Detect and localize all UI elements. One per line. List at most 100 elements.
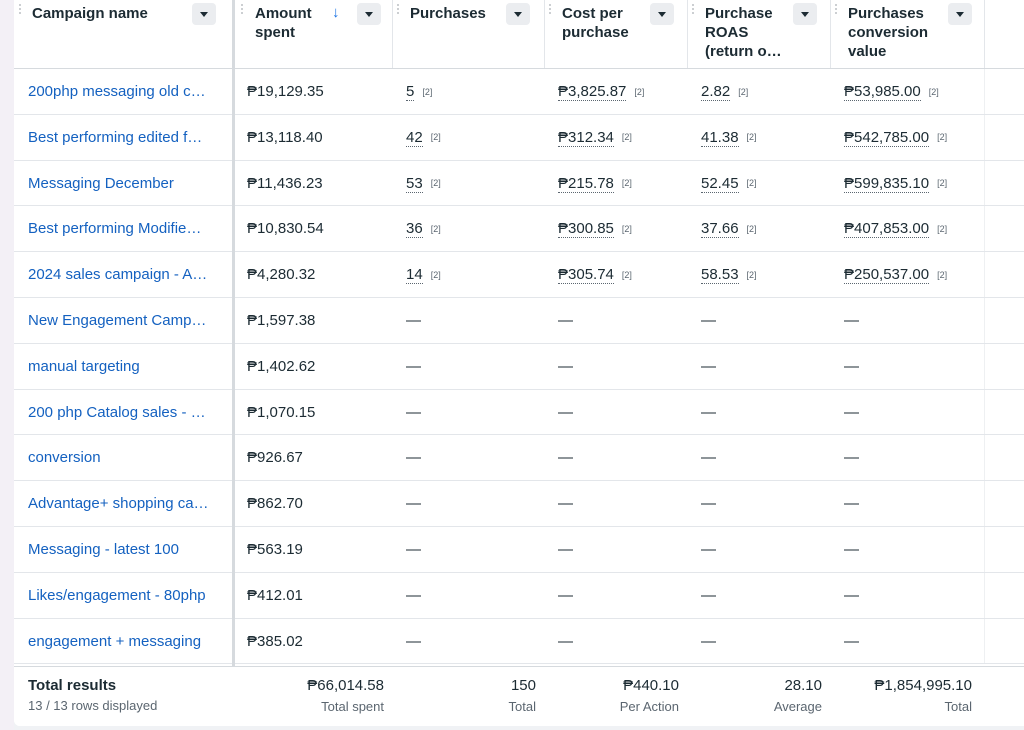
cost-per-purchase-cell-value[interactable]: ₱300.85 [558, 220, 614, 239]
purchases-cell: 14 [2] [392, 252, 544, 297]
campaign-link[interactable]: engagement + messaging [28, 632, 202, 650]
chevron-down-icon[interactable] [793, 3, 817, 25]
conversion-value-cell-value[interactable]: ₱250,537.00 [844, 266, 930, 285]
drag-handle-icon[interactable] [396, 4, 400, 18]
footnote-marker[interactable]: [2] [621, 178, 632, 189]
amount-spent-cell: ₱1,070.15 [247, 403, 316, 421]
campaign-name-cell: engagement + messaging [14, 619, 234, 664]
campaign-name-cell: Advantage+ shopping ca… [14, 481, 234, 526]
cost-per-purchase-cell-value[interactable]: ₱305.74 [558, 266, 614, 285]
footnote-marker[interactable]: [2] [746, 223, 757, 234]
chevron-down-icon[interactable] [650, 3, 674, 25]
footnote-marker[interactable]: [2] [430, 269, 441, 280]
footnote-marker[interactable]: [2] [937, 132, 948, 143]
chevron-down-icon[interactable] [192, 3, 216, 25]
purchase-roas-cell-value[interactable]: 37.66 [701, 220, 739, 239]
table-row[interactable]: New Engagement Camp… ₱1,597.38 — — — — [14, 298, 1024, 344]
drag-handle-icon[interactable] [240, 4, 244, 18]
table-row[interactable]: Messaging - latest 100 ₱563.19 — — — — [14, 527, 1024, 573]
total-cost-per-purchase: ₱440.10 Per Action [619, 677, 679, 714]
table-row[interactable]: 2024 sales campaign - A… ₱4,280.32 14 [2] ₱3… [14, 252, 1024, 298]
footnote-marker[interactable]: [2] [430, 132, 441, 143]
col-header-cost-per-purchase[interactable]: Cost per purchase [544, 0, 687, 68]
cost-per-purchase-cell-value[interactable]: ₱3,825.87 [558, 83, 627, 101]
campaign-link[interactable]: conversion [28, 449, 101, 467]
col-header-amount-spent[interactable]: Amount spent ↓ [236, 0, 392, 68]
conversion-value-cell: — [844, 312, 859, 329]
purchases-cell: — [406, 541, 421, 558]
conversion-value-cell-value[interactable]: ₱542,785.00 [844, 128, 930, 147]
purchases-cell-value[interactable]: 36 [406, 220, 423, 239]
campaign-link[interactable]: Messaging December [28, 174, 174, 192]
chevron-down-icon[interactable] [948, 3, 972, 25]
table-row[interactable]: conversion ₱926.67 — — — — [14, 435, 1024, 482]
drag-handle-icon[interactable] [18, 4, 22, 18]
table-row[interactable]: Advantage+ shopping ca… ₱862.70 — — — — [14, 481, 1024, 527]
table-row[interactable]: 200 php Catalog sales - … ₱1,070.15 — — — — [14, 389, 1024, 436]
amount-spent-cell: ₱412.01 [247, 586, 303, 604]
campaign-link[interactable]: Likes/engagement - 80php [28, 586, 206, 604]
purchase-roas-cell: 41.38 [2] [687, 115, 830, 160]
footnote-marker[interactable]: [2] [422, 86, 433, 97]
footnote-marker[interactable]: [2] [430, 178, 441, 189]
campaign-link[interactable]: New Engagement Camp… [28, 312, 207, 329]
purchase-roas-cell-value[interactable]: 2.82 [701, 83, 731, 101]
table-row[interactable]: manual targeting ₱1,402.62 — — — — [14, 343, 1024, 390]
chevron-down-icon[interactable] [506, 3, 530, 25]
campaign-name-cell: Messaging - latest 100 [14, 527, 234, 572]
table-row[interactable]: Best performing Modifie… ₱10,830.54 36 [2] ₱… [14, 206, 1024, 253]
footnote-marker[interactable]: [2] [430, 223, 441, 234]
col-header-purchases-conversion-value[interactable]: Purchases conversion value [830, 0, 980, 68]
table-row[interactable]: engagement + messaging ₱385.02 — — — — [14, 618, 1024, 665]
footnote-marker[interactable]: [2] [937, 178, 948, 189]
conversion-value-cell-value[interactable]: ₱407,853.00 [844, 220, 930, 239]
purchase-roas-cell-value[interactable]: 52.45 [701, 174, 739, 193]
footnote-marker[interactable]: [2] [746, 132, 757, 143]
footnote-marker[interactable]: [2] [746, 269, 757, 280]
purchases-cell-value[interactable]: 53 [406, 174, 423, 193]
footnote-marker[interactable]: [2] [738, 86, 749, 97]
drag-handle-icon[interactable] [548, 4, 552, 18]
purchase-roas-cell-value[interactable]: 58.53 [701, 266, 739, 285]
campaign-link[interactable]: Advantage+ shopping ca… [28, 495, 209, 513]
col-header-purchase-roas[interactable]: Purchase ROAS (return o… [687, 0, 830, 68]
cost-per-purchase-cell-value[interactable]: ₱312.34 [558, 128, 614, 147]
campaign-link[interactable]: manual targeting [28, 357, 140, 375]
chevron-down-icon[interactable] [357, 3, 381, 25]
campaign-link[interactable]: Messaging - latest 100 [28, 541, 179, 558]
footnote-marker[interactable]: [2] [928, 86, 939, 97]
footnote-marker[interactable]: [2] [937, 269, 948, 280]
table-row[interactable]: Best performing edited f… ₱13,118.40 42 [2]… [14, 114, 1024, 161]
campaign-link[interactable]: 200 php Catalog sales - … [28, 403, 206, 421]
table-row[interactable]: 200php messaging old c… ₱19,129.35 5 [2] ₱3,… [14, 69, 1024, 115]
conversion-value-cell-value[interactable]: ₱53,985.00 [844, 83, 921, 101]
col-header-campaign-name[interactable]: Campaign name [14, 0, 234, 68]
conversion-value-cell-value[interactable]: ₱599,835.10 [844, 174, 930, 193]
campaign-link[interactable]: Best performing edited f… [28, 128, 203, 146]
footnote-marker[interactable]: [2] [634, 86, 645, 97]
footnote-marker[interactable]: [2] [746, 178, 757, 189]
purchases-cell-value[interactable]: 42 [406, 128, 423, 147]
purchases-cell-value[interactable]: 14 [406, 266, 423, 285]
sort-descending-icon[interactable]: ↓ [332, 4, 340, 21]
drag-handle-icon[interactable] [834, 4, 838, 18]
col-header-purchases[interactable]: Purchases [392, 0, 544, 68]
cost-per-purchase-cell: — [558, 495, 573, 513]
table-row[interactable]: Likes/engagement - 80php ₱412.01 — — — — [14, 572, 1024, 619]
footnote-marker[interactable]: [2] [621, 223, 632, 234]
conversion-value-cell: — [844, 357, 859, 375]
campaign-link[interactable]: 200php messaging old c… [28, 83, 206, 100]
purchase-roas-cell-value[interactable]: 41.38 [701, 128, 739, 147]
purchases-cell-value[interactable]: 5 [406, 83, 415, 101]
table-row[interactable]: Messaging December ₱11,436.23 53 [2] ₱215.78… [14, 160, 1024, 207]
campaign-table: Campaign name Amount spent ↓ Purchases C… [14, 0, 1024, 726]
footnote-marker[interactable]: [2] [621, 132, 632, 143]
campaign-link[interactable]: Best performing Modifie… [28, 220, 202, 238]
drag-handle-icon[interactable] [691, 4, 695, 18]
cost-per-purchase-cell: — [558, 541, 573, 558]
cost-per-purchase-cell-value[interactable]: ₱215.78 [558, 174, 614, 193]
footnote-marker[interactable]: [2] [621, 269, 632, 280]
campaign-link[interactable]: 2024 sales campaign - A… [28, 266, 208, 284]
footnote-marker[interactable]: [2] [937, 223, 948, 234]
amount-spent-cell: ₱563.19 [247, 541, 303, 558]
